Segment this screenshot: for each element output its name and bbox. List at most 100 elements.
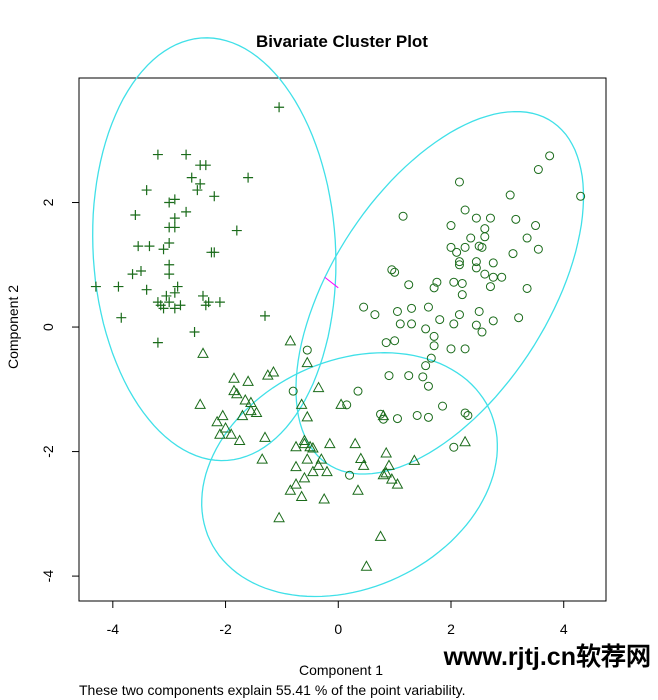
y-axis-label: Component 2 bbox=[5, 285, 21, 369]
cluster-1-point bbox=[152, 149, 163, 160]
cluster-2-point bbox=[423, 302, 433, 312]
cluster-3-point bbox=[380, 446, 393, 458]
cluster-2-point bbox=[505, 190, 515, 200]
cluster-1-point bbox=[169, 287, 180, 298]
data-points bbox=[90, 102, 586, 571]
x-axis-label: Component 1 bbox=[299, 662, 383, 678]
cluster-2-point bbox=[488, 258, 498, 268]
cluster-3-point bbox=[307, 465, 319, 477]
plot-frame bbox=[78, 77, 607, 602]
cluster-1-point bbox=[161, 290, 172, 301]
cluster-3-point bbox=[298, 471, 311, 483]
cluster-2-point bbox=[438, 401, 448, 411]
cluster-3-point bbox=[214, 428, 226, 439]
cluster-2-point bbox=[392, 306, 402, 316]
cluster-1-point bbox=[169, 222, 180, 233]
cluster-2-point bbox=[514, 313, 524, 323]
cluster-1-point bbox=[164, 297, 175, 308]
cluster-1-point bbox=[169, 303, 180, 314]
cluster-1-point bbox=[113, 281, 124, 292]
x-tick-label: -4 bbox=[107, 621, 120, 637]
cluster-3-point bbox=[408, 454, 421, 465]
cluster-2-point bbox=[471, 257, 481, 267]
cluster-3-point bbox=[219, 422, 232, 433]
cluster-2-point bbox=[531, 221, 541, 231]
cluster-2-point bbox=[392, 414, 402, 424]
cluster-2-point bbox=[477, 242, 487, 252]
cluster-2-point bbox=[488, 272, 498, 282]
cluster-2-point bbox=[446, 344, 456, 354]
cluster-2-point bbox=[449, 442, 459, 452]
cluster-3-point bbox=[230, 387, 243, 399]
cluster-3-point bbox=[290, 478, 302, 489]
cluster-2-point bbox=[370, 310, 380, 320]
cluster-2-point bbox=[480, 232, 490, 242]
cluster-2-point bbox=[497, 272, 507, 282]
cluster-1-point bbox=[198, 290, 208, 301]
cluster-3-point bbox=[374, 530, 387, 541]
cluster-3-point bbox=[284, 334, 297, 346]
cluster-2-point bbox=[457, 290, 467, 300]
cluster-2-point bbox=[471, 263, 481, 273]
cluster-2-point bbox=[576, 191, 586, 201]
cluster-3-point bbox=[380, 466, 393, 478]
cluster-1-point bbox=[209, 191, 220, 202]
cluster-3-point bbox=[298, 437, 311, 449]
cluster-1-point bbox=[90, 281, 101, 292]
cluster-3-point bbox=[312, 381, 325, 393]
cluster-1-point bbox=[141, 284, 152, 295]
cluster-1-point bbox=[164, 269, 175, 280]
cluster-3-point bbox=[211, 415, 223, 427]
cluster-2-point bbox=[511, 214, 521, 224]
cluster-2-point bbox=[474, 306, 484, 316]
cluster-1-point bbox=[164, 259, 175, 270]
cluster-3-point bbox=[354, 452, 367, 464]
watermark: www.rjtj.cn软荐网 bbox=[443, 643, 651, 671]
cluster-2-point bbox=[376, 409, 386, 419]
cluster-1-point bbox=[169, 194, 180, 205]
cluster-2-point bbox=[452, 247, 462, 257]
cluster-2-point bbox=[404, 280, 414, 290]
cluster-2-point bbox=[485, 282, 495, 292]
cluster-3-point bbox=[290, 460, 302, 472]
cluster-2-point bbox=[381, 338, 391, 348]
cluster-3-point bbox=[273, 511, 285, 523]
y-tick-label: 0 bbox=[40, 323, 56, 331]
cluster-3-point bbox=[197, 347, 209, 358]
cluster-2-point bbox=[404, 371, 414, 381]
cluster-1-point bbox=[158, 303, 169, 314]
cluster-3-point bbox=[312, 459, 325, 470]
cluster-2-point bbox=[429, 283, 439, 293]
cluster-2-point bbox=[449, 277, 459, 287]
cluster-3-point bbox=[377, 409, 390, 421]
cluster-2-point bbox=[463, 410, 473, 420]
cluster-3-point bbox=[459, 435, 471, 447]
cluster-3-point bbox=[239, 393, 252, 405]
cluster-3-point bbox=[377, 468, 390, 480]
cluster-1-point bbox=[192, 185, 203, 196]
x-tick-label: 2 bbox=[447, 621, 455, 637]
cluster-3-point bbox=[321, 465, 333, 477]
cluster-3-point bbox=[290, 440, 302, 452]
cluster-2-point bbox=[302, 345, 312, 355]
cluster-2-point bbox=[359, 302, 369, 312]
cluster-2-point bbox=[460, 344, 470, 354]
cluster-2-point bbox=[454, 260, 464, 270]
cluster-2-point bbox=[421, 361, 431, 371]
cluster-1-point bbox=[214, 297, 225, 308]
cluster-1-point bbox=[181, 149, 192, 160]
cluster-3-point bbox=[357, 459, 370, 470]
cluster-2-ellipse bbox=[295, 110, 585, 475]
cluster-1-point bbox=[231, 225, 242, 236]
cluster-2-point bbox=[423, 381, 433, 391]
cluster-3-point bbox=[315, 453, 328, 464]
cluster-2-point bbox=[477, 327, 487, 337]
x-tick-label: 4 bbox=[560, 621, 568, 637]
cluster-2-point bbox=[398, 211, 408, 221]
cluster-1-point bbox=[260, 310, 270, 321]
cluster-ellipses bbox=[92, 37, 585, 598]
cluster-3-point bbox=[323, 437, 336, 449]
cluster-2-point bbox=[471, 320, 481, 330]
cluster-2-point bbox=[387, 265, 397, 275]
